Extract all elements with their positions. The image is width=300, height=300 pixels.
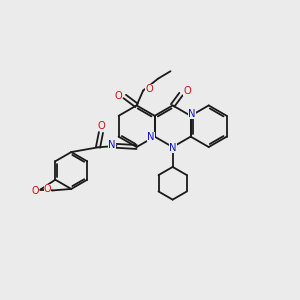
Text: N: N xyxy=(188,109,196,119)
Text: N: N xyxy=(108,140,116,150)
Text: N: N xyxy=(169,143,176,153)
Text: O: O xyxy=(98,121,105,131)
Text: O: O xyxy=(145,84,153,94)
Text: O: O xyxy=(183,86,191,96)
Text: N: N xyxy=(147,132,154,142)
Text: O: O xyxy=(114,91,122,101)
Text: O: O xyxy=(44,184,51,194)
Text: O: O xyxy=(31,186,39,196)
